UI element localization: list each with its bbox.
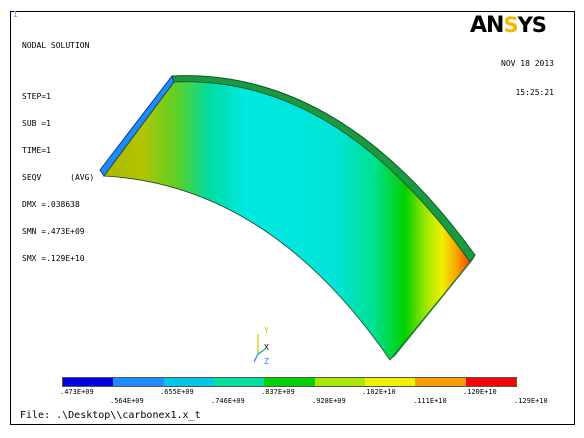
triad-x-label: X (264, 343, 269, 352)
solution-info: NODAL SOLUTION STEP=1 SUB =1 TIME=1 SEQV… (22, 23, 94, 281)
graphics-frame (10, 11, 575, 425)
legend-label: .473E+09 (60, 388, 94, 396)
info-sub: SUB =1 (22, 119, 51, 128)
legend-label: .564E+09 (110, 397, 144, 405)
date-text: NOV 18 2013 (501, 59, 554, 68)
legend-label: .120E+10 (463, 388, 497, 396)
file-path-label: File: .\Desktop\\carbonex1.x_t (20, 410, 201, 421)
legend-label: .655E+09 (160, 388, 194, 396)
legend-band-4 (213, 378, 265, 386)
info-smn: SMN =.473E+09 (22, 227, 85, 236)
info-dmx: DMX =.038638 (22, 200, 80, 209)
info-step: STEP=1 (22, 92, 51, 101)
info-time: TIME=1 (22, 146, 51, 155)
timestamp: NOV 18 2013 15:25:21 (501, 41, 554, 117)
legend-label: .102E+10 (362, 388, 396, 396)
legend-label: .111E+10 (413, 397, 447, 405)
legend-band-5 (264, 378, 315, 386)
time-text: 15:25:21 (515, 88, 554, 97)
contour-legend-bar (62, 377, 517, 387)
triad-y-label: Y (264, 326, 269, 335)
legend-band-2 (113, 378, 164, 386)
info-smx: SMX =.129E+10 (22, 254, 85, 263)
legend-band-9 (465, 378, 516, 386)
window-number: 1 (13, 10, 18, 19)
legend-label: .746E+09 (211, 397, 245, 405)
legend-band-7 (364, 378, 416, 386)
ansys-logo: ANSYS (470, 13, 547, 38)
solution-title: NODAL SOLUTION (22, 41, 90, 50)
info-result-type: SEQV (AVG) (22, 173, 95, 182)
legend-label: .928E+09 (312, 397, 346, 405)
axis-triad: Y X Z (250, 326, 280, 372)
legend-band-3 (163, 378, 214, 386)
right-end-face (390, 256, 476, 360)
legend-label: .129E+10 (514, 397, 548, 405)
legend-band-1 (63, 378, 114, 386)
curved-panel-face (103, 81, 471, 361)
legend-band-6 (314, 378, 365, 386)
legend-band-8 (415, 378, 466, 386)
legend-label: .837E+09 (261, 388, 295, 396)
triad-z-label: Z (264, 357, 269, 366)
